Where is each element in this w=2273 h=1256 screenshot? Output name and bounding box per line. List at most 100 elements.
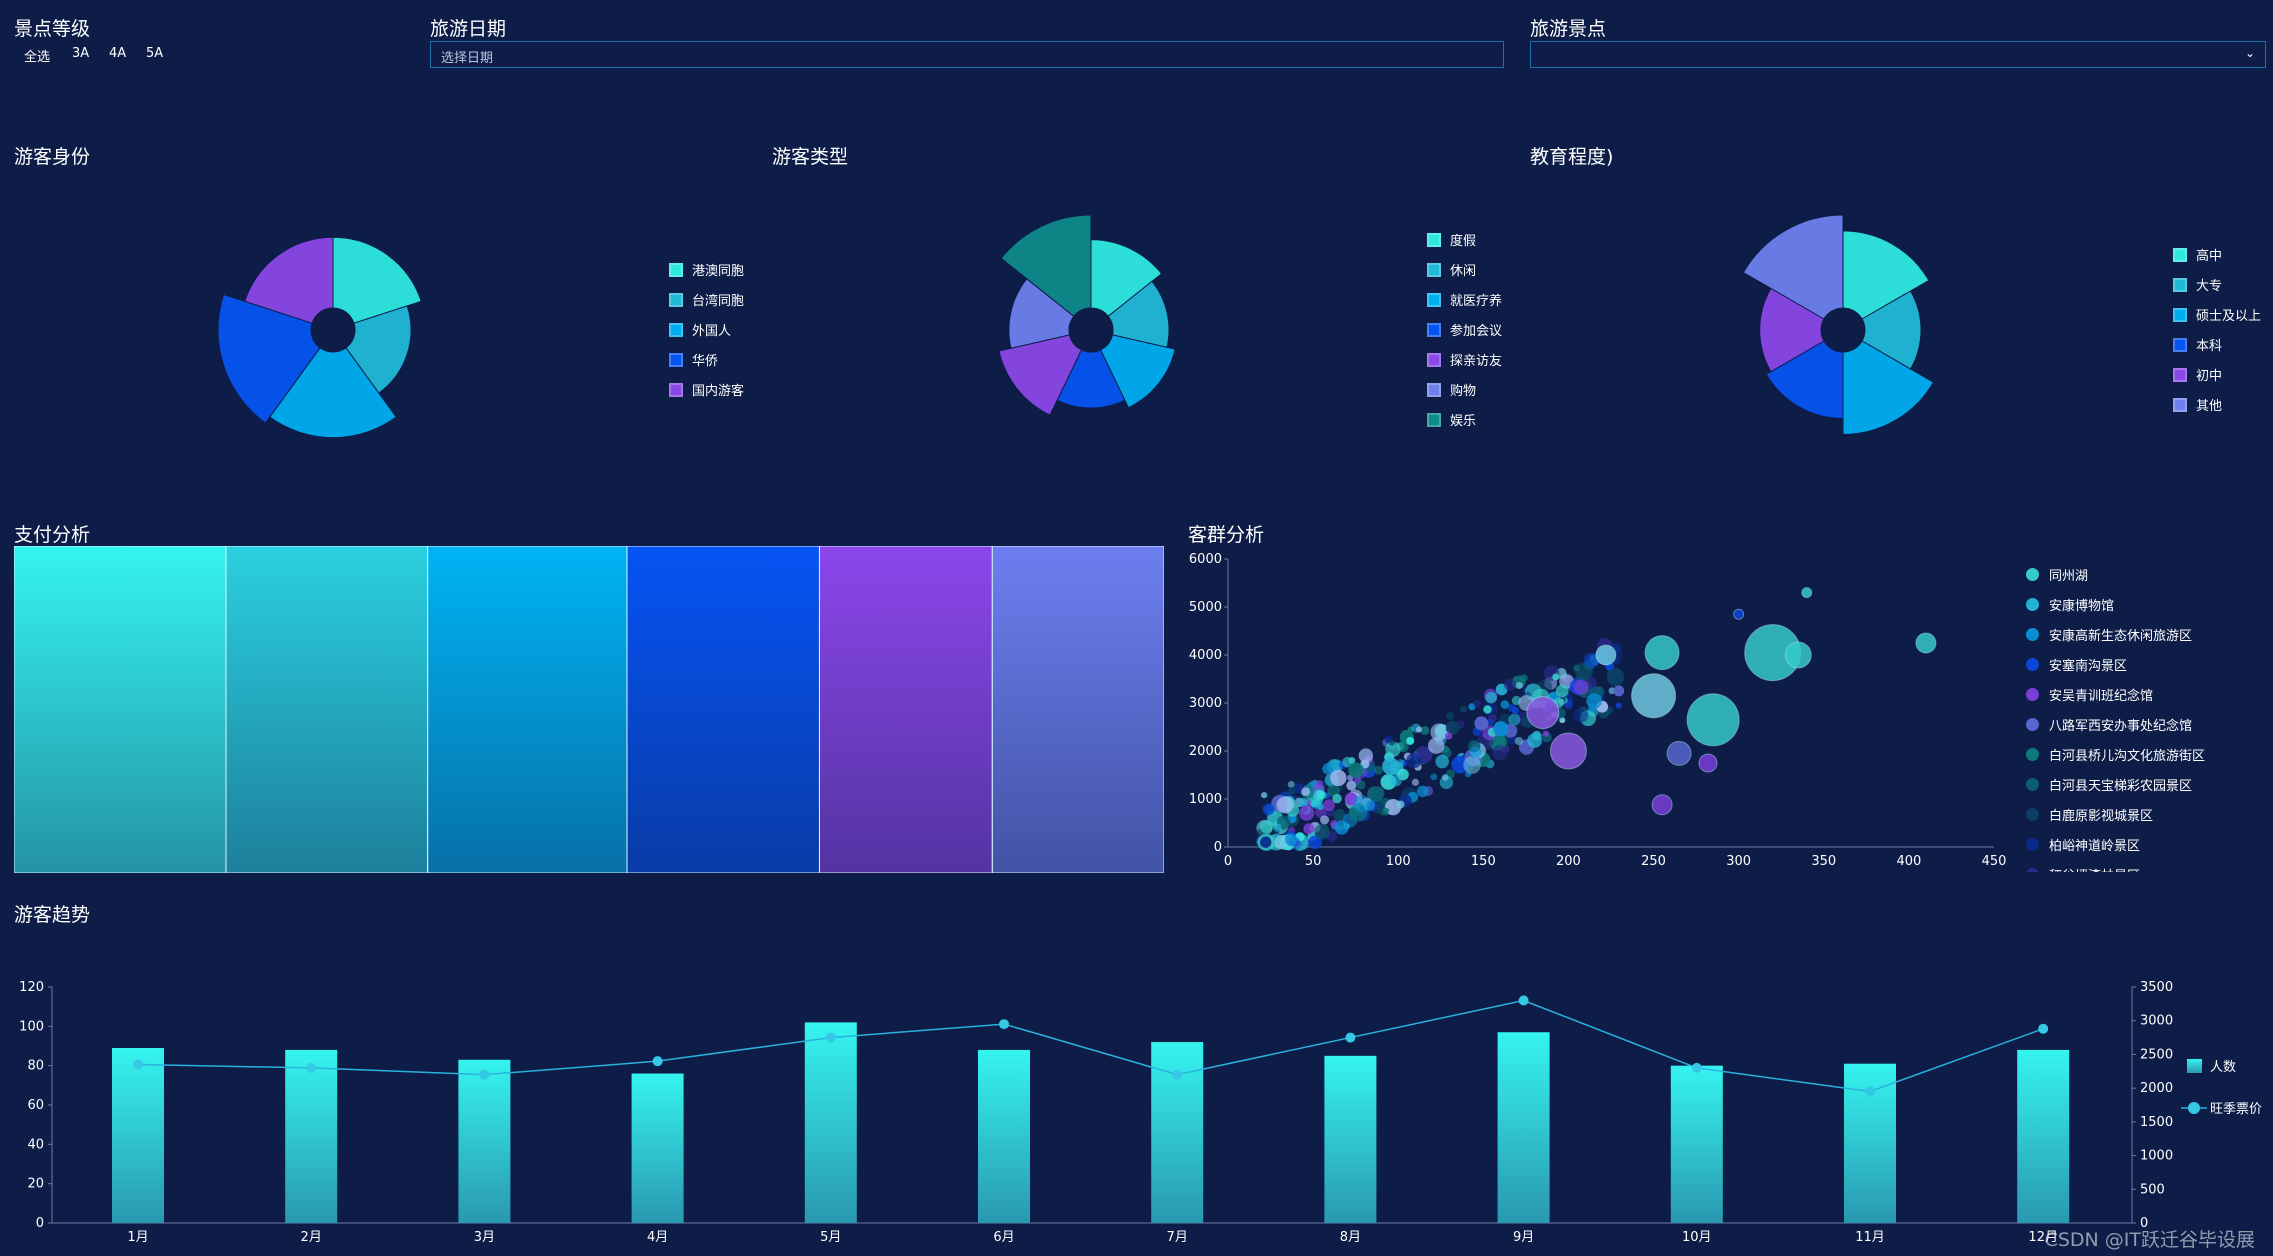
pie-slice[interactable]	[1056, 349, 1126, 409]
scatter-point[interactable]	[1473, 699, 1482, 708]
treemap-block[interactable]	[991, 546, 1164, 873]
legend-item[interactable]: 参加会议	[1427, 320, 1502, 339]
scatter-point[interactable]	[1444, 732, 1453, 740]
scatter-point[interactable]	[1260, 836, 1272, 848]
scatter-point[interactable]	[1606, 668, 1625, 687]
scatter-point[interactable]	[1334, 820, 1349, 835]
scatter-point[interactable]	[1514, 736, 1524, 746]
trend-bar[interactable]	[2017, 1049, 2070, 1223]
legend-item[interactable]: 本科	[2173, 335, 2222, 354]
price-point[interactable]	[306, 1062, 317, 1073]
pie-slice[interactable]	[1842, 340, 1935, 435]
scatter-point[interactable]	[1416, 726, 1423, 733]
cluster-legend-item[interactable]: 安吴青训班纪念馆	[2026, 685, 2153, 704]
cluster-legend-item[interactable]: 柏峪神道岭景区	[2026, 835, 2140, 854]
price-point[interactable]	[1518, 995, 1529, 1006]
scatter-point[interactable]	[1276, 796, 1294, 814]
scatter-point[interactable]	[1595, 644, 1617, 666]
scatter-point[interactable]	[1315, 780, 1323, 788]
pie-slice[interactable]	[1090, 239, 1163, 317]
scatter-point[interactable]	[1549, 732, 1587, 770]
scatter-point[interactable]	[1262, 803, 1275, 816]
legend-item[interactable]: 外国人	[669, 320, 731, 339]
scatter-point[interactable]	[1508, 713, 1521, 726]
treemap-block[interactable]	[427, 546, 628, 873]
pie-slice[interactable]	[332, 236, 422, 324]
scatter-point[interactable]	[1651, 794, 1673, 816]
trend-bar[interactable]	[1670, 1065, 1723, 1223]
pie-slice[interactable]	[1842, 230, 1930, 320]
scatter-point[interactable]	[1463, 756, 1481, 774]
scatter-point[interactable]	[1348, 762, 1364, 778]
pie-slice[interactable]	[269, 347, 397, 439]
scatter-point[interactable]	[1396, 800, 1405, 809]
scatter-point[interactable]	[1492, 744, 1508, 761]
scatter-point[interactable]	[1288, 787, 1296, 795]
scatter-point[interactable]	[1406, 753, 1422, 769]
scatter-point[interactable]	[1733, 608, 1745, 620]
price-point[interactable]	[1691, 1062, 1702, 1073]
scatter-point[interactable]	[1416, 785, 1429, 798]
pie-slice[interactable]	[1742, 214, 1844, 320]
legend-item[interactable]: 高中	[2173, 245, 2222, 264]
scatter-point[interactable]	[1287, 780, 1295, 788]
pie-slice[interactable]	[1107, 280, 1170, 348]
scatter-point[interactable]	[1784, 641, 1812, 669]
scatter-point[interactable]	[1313, 789, 1324, 801]
scatter-point[interactable]	[1427, 737, 1445, 754]
scatter-point[interactable]	[1390, 775, 1402, 787]
legend-item[interactable]: 休闲	[1427, 260, 1476, 279]
scatter-point[interactable]	[1446, 712, 1455, 721]
pie-slice[interactable]	[998, 334, 1083, 416]
cluster-legend-item[interactable]: 安康高新生态休闲旅游区	[2026, 625, 2192, 644]
scatter-point[interactable]	[1322, 799, 1335, 812]
scatter-point[interactable]	[1301, 787, 1311, 797]
cluster-legend-item[interactable]: 安塞南沟景区	[2026, 655, 2127, 674]
level-option-4a[interactable]: 4A	[109, 46, 127, 61]
scatter-point[interactable]	[1406, 736, 1415, 745]
scatter-point[interactable]	[1322, 763, 1334, 775]
scatter-point[interactable]	[1500, 700, 1510, 709]
scatter-point[interactable]	[1374, 765, 1384, 775]
pie-slice[interactable]	[244, 236, 334, 324]
scatter-point[interactable]	[1698, 753, 1718, 773]
scatter-point[interactable]	[1430, 773, 1438, 781]
scatter-point[interactable]	[1411, 778, 1419, 786]
pie-slice[interactable]	[217, 293, 321, 424]
legend-item[interactable]: 度假	[1427, 230, 1476, 249]
scatter-point[interactable]	[1469, 747, 1482, 759]
scatter-point[interactable]	[1644, 635, 1680, 671]
scatter-point[interactable]	[1385, 741, 1401, 757]
pie-slice[interactable]	[1099, 334, 1176, 409]
scatter-point[interactable]	[1493, 721, 1509, 737]
scatter-point[interactable]	[1332, 793, 1342, 804]
scatter-point[interactable]	[1915, 632, 1937, 654]
price-point[interactable]	[825, 1032, 836, 1043]
scatter-point[interactable]	[1284, 833, 1297, 846]
scatter-point[interactable]	[1542, 730, 1549, 737]
scatter-point[interactable]	[1511, 706, 1520, 715]
price-point[interactable]	[2038, 1023, 2049, 1034]
level-option-all[interactable]: 全选	[24, 50, 51, 65]
price-point[interactable]	[479, 1069, 490, 1080]
scatter-point[interactable]	[1420, 725, 1430, 735]
legend-item[interactable]: 购物	[1427, 380, 1476, 399]
legend-item[interactable]: 娱乐	[1427, 410, 1476, 429]
treemap-block[interactable]	[14, 546, 227, 873]
trend-bar[interactable]	[1497, 1032, 1550, 1223]
scatter-point[interactable]	[1485, 691, 1498, 704]
price-point[interactable]	[1172, 1069, 1183, 1080]
price-point[interactable]	[1345, 1032, 1356, 1043]
scatter-point[interactable]	[1298, 797, 1308, 807]
scatter-point[interactable]	[1631, 673, 1677, 719]
pie-slice[interactable]	[1000, 214, 1092, 317]
scatter-point[interactable]	[1474, 716, 1489, 731]
level-option-5a[interactable]: 5A	[146, 46, 164, 61]
scatter-point[interactable]	[1483, 705, 1492, 714]
trend-bar[interactable]	[631, 1073, 684, 1223]
scatter-point[interactable]	[1333, 809, 1346, 822]
pie-slice[interactable]	[1008, 278, 1075, 349]
legend-item[interactable]: 硕士及以上	[2173, 305, 2261, 324]
scatter-point[interactable]	[1314, 824, 1330, 840]
scatter-point[interactable]	[1573, 708, 1589, 723]
